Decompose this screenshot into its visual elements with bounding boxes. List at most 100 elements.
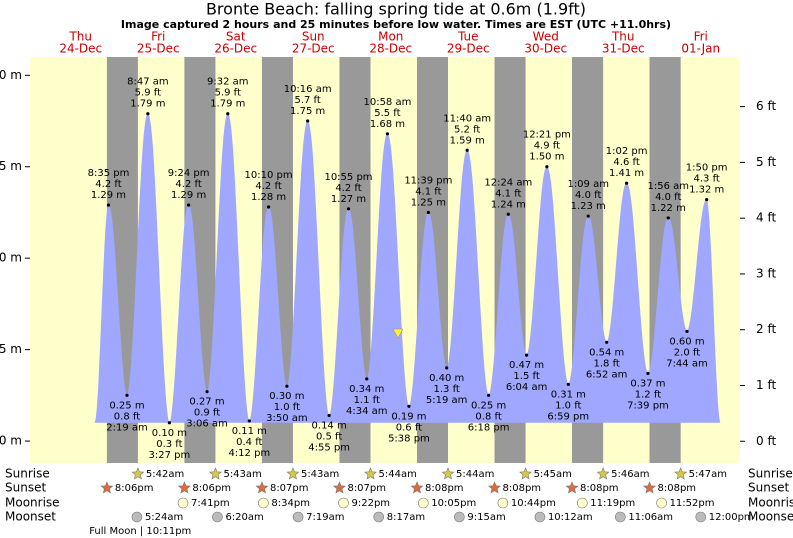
tide-height-m: 1.41 m [609, 168, 644, 179]
event-time: 5:45am [534, 469, 572, 480]
tide-height-m: 0.54 m [589, 347, 624, 358]
tide-height-m: 0.31 m [551, 389, 586, 400]
tide-height-m: 1.29 m [171, 190, 206, 201]
event-time: 5:24am [145, 512, 183, 523]
tide-height-ft: 4.2 ft [335, 183, 361, 194]
tide-height-m: 1.59 m [450, 135, 485, 146]
tide-point [226, 112, 230, 116]
event-icon [488, 481, 501, 494]
event-time: 8:07pm [347, 483, 386, 494]
tide-point [266, 205, 271, 209]
tide-point [385, 132, 390, 136]
y2-tick-label: 3 ft [756, 266, 776, 280]
event-icon [565, 481, 579, 494]
day-date: 26-Dec [214, 42, 257, 56]
labels-layer: Thu24-DecFri25-DecSat26-DecSun27-DecMon2… [0, 30, 793, 538]
event-time: 10:44pm [511, 498, 556, 509]
tide-point [167, 421, 171, 425]
tide-time: 5:38 pm [388, 433, 430, 444]
tide-point [486, 393, 491, 397]
tide-point [506, 212, 510, 216]
tide-height-ft: 1.0 ft [274, 402, 300, 413]
tide-time: 11:39 pm [404, 175, 452, 186]
tide-height-ft: 2.0 ft [674, 347, 700, 358]
event-icon [292, 511, 304, 523]
event-time: 9:22pm [351, 498, 390, 509]
tide-height-m: 0.30 m [269, 391, 304, 402]
event-time: 6:20am [225, 512, 263, 523]
tide-time: 1:50 pm [686, 163, 728, 174]
event-time: 7:41pm [191, 498, 230, 509]
tide-point [624, 181, 629, 185]
tide-height-ft: 1.2 ft [635, 389, 661, 400]
tide-time: 3:06 am [186, 419, 228, 430]
tide-point [247, 419, 251, 423]
event-icon [576, 497, 588, 509]
tide-point [327, 413, 331, 418]
event-icon [656, 497, 667, 509]
tide-point [666, 216, 670, 220]
tide-height-m: 1.28 m [251, 192, 286, 203]
tide-height-m: 0.25 m [471, 400, 506, 411]
chart-title: Bronte Beach: falling spring tide at 0.6… [206, 0, 586, 19]
tide-time: 9:24 pm [168, 168, 210, 179]
event-icon [534, 511, 546, 523]
tide-height-m: 1.22 m [651, 203, 686, 214]
event-time: 7:19am [306, 512, 344, 523]
event-time: 11:52pm [670, 498, 715, 509]
event-icon [643, 481, 656, 494]
event-icon [418, 497, 429, 509]
tide-height-ft: 1.0 ft [555, 400, 581, 411]
tide-height-ft: 4.3 ft [693, 174, 719, 185]
tide-time: 10:10 pm [245, 170, 293, 181]
tide-height-ft: 4.2 ft [175, 179, 201, 190]
day-weekday: Sat [226, 30, 246, 44]
event-time: 10:12am [548, 512, 593, 523]
y2-tick-label: 2 ft [756, 322, 776, 336]
tide-height-m: 1.32 m [689, 185, 724, 196]
tide-height-ft: 0.4 ft [236, 437, 262, 448]
tide-time: 1:02 pm [606, 146, 648, 157]
chart-subtitle: Image captured 2 hours and 25 minutes be… [121, 18, 671, 31]
day-weekday: Fri [694, 30, 708, 44]
moon-phase: Full Moon | 10:11pm [89, 526, 191, 537]
event-icon [212, 511, 223, 523]
y-tick-label: 1.5 m [0, 159, 22, 173]
event-icon [333, 481, 346, 494]
tide-fill [94, 113, 721, 423]
tide-point [187, 203, 191, 207]
tide-height-m: 1.25 m [411, 197, 446, 208]
tide-time: 7:44 am [666, 358, 708, 369]
tide-point [524, 353, 529, 357]
tide-height-m: 0.25 m [109, 400, 144, 411]
event-icon [131, 467, 145, 480]
tide-height-ft: 1.3 ft [433, 384, 459, 395]
tide-height-m: 1.23 m [571, 201, 606, 212]
y-tick-label: 0.5 m [0, 342, 22, 356]
tide-point [365, 377, 369, 381]
tide-time: 12:21 pm [523, 130, 571, 141]
tide-height-ft: 0.9 ft [194, 408, 220, 419]
tide-time: 6:18 pm [468, 422, 510, 433]
event-icon [441, 467, 455, 480]
tide-height-ft: 1.1 ft [354, 395, 380, 406]
tide-time: 2:19 am [106, 422, 148, 433]
tide-time: 1:09 am [567, 179, 609, 190]
event-time: 10:05pm [431, 498, 476, 509]
day-date: 31-Dec [602, 42, 645, 56]
day-weekday: Tue [457, 30, 479, 44]
day-date: 30-Dec [524, 42, 567, 56]
event-icon [177, 481, 191, 494]
event-icon [454, 511, 465, 523]
tide-height-m: 1.75 m [290, 106, 325, 117]
event-icon [364, 467, 377, 480]
tide-height-m: 0.40 m [429, 373, 464, 384]
tide-point [445, 366, 449, 370]
tide-height-ft: 5.9 ft [215, 88, 241, 99]
tide-point [605, 340, 609, 344]
tide-height-m: 1.68 m [370, 119, 405, 130]
event-time: 8:08pm [425, 483, 464, 494]
row-label: Sunrise [5, 467, 50, 481]
tide-height-m: 0.10 m [152, 428, 187, 439]
tide-time: 10:55 pm [324, 172, 372, 183]
